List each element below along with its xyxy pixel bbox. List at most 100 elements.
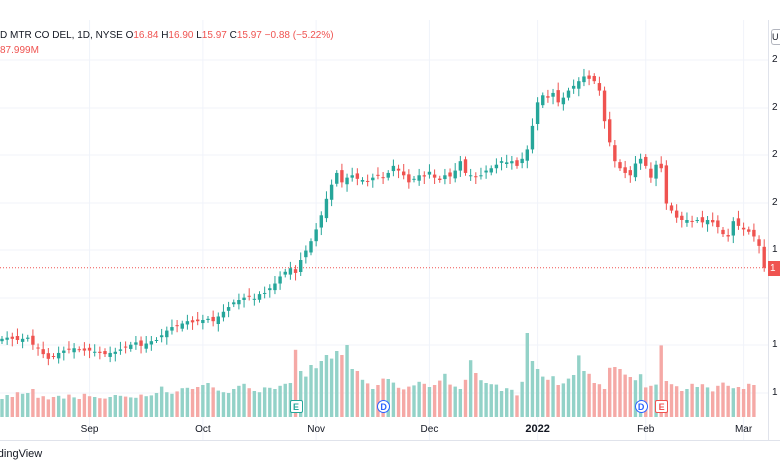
volume-bar xyxy=(350,369,354,417)
candle-body xyxy=(283,271,287,275)
volume-bar xyxy=(175,391,179,417)
candle-body xyxy=(221,311,226,318)
volume-bar xyxy=(690,383,694,417)
candle-body xyxy=(355,173,360,179)
volume-bar xyxy=(438,380,442,417)
volume-bar xyxy=(170,393,174,417)
volume-bar xyxy=(77,399,81,417)
volume-bar xyxy=(299,371,303,417)
time-axis-label: Oct xyxy=(195,424,211,435)
candle-body xyxy=(134,342,138,345)
volume-bar xyxy=(680,391,684,417)
candle-body xyxy=(432,174,437,178)
candle-body xyxy=(427,171,432,175)
candle-body xyxy=(247,295,251,297)
candle-body xyxy=(520,158,524,164)
volume-bar xyxy=(556,385,560,417)
candle-body xyxy=(293,269,298,273)
candle-body xyxy=(190,320,195,323)
volume-bar xyxy=(26,393,30,417)
volume-bar xyxy=(129,397,133,417)
candle-body xyxy=(5,337,9,340)
candle-body xyxy=(154,340,159,341)
candle-body xyxy=(474,176,478,178)
volume-bar xyxy=(371,389,375,417)
volume-bar xyxy=(329,358,334,417)
volume-bar xyxy=(304,376,308,417)
open-value: 16.84 xyxy=(133,30,159,41)
volume-bar xyxy=(278,385,282,417)
candle-body xyxy=(211,316,215,322)
candle-body xyxy=(345,177,349,185)
volume-bar xyxy=(108,397,112,417)
candle-body xyxy=(329,184,334,200)
volume-bar xyxy=(139,394,143,417)
volume-bar xyxy=(355,371,360,417)
volume-bar xyxy=(752,385,756,417)
volume-bar xyxy=(5,395,9,417)
volume-bar xyxy=(103,398,107,417)
volume-bar xyxy=(257,392,262,417)
volume-bar xyxy=(196,387,200,417)
candle-body xyxy=(41,349,45,355)
volume-bar xyxy=(608,367,612,417)
candle-body xyxy=(139,340,143,346)
volume-bar xyxy=(226,393,231,417)
volume-bar xyxy=(659,345,663,417)
volume-bar xyxy=(474,373,478,417)
volume-bar xyxy=(669,384,674,417)
candle-body xyxy=(20,338,25,342)
candle-body xyxy=(685,220,689,223)
candle-body xyxy=(232,302,236,305)
dividend-marker[interactable]: D xyxy=(634,400,648,413)
volume-bar xyxy=(180,388,184,417)
candle-body xyxy=(123,346,128,348)
candle-body xyxy=(499,161,504,163)
volume-bar xyxy=(463,379,468,417)
price-scale-label: 1 xyxy=(772,387,778,398)
candle-body xyxy=(577,81,581,89)
volume-bar xyxy=(98,398,102,417)
candlestick-chart[interactable] xyxy=(0,0,768,440)
scale-settings-button[interactable]: U xyxy=(771,29,780,45)
candle-body xyxy=(365,180,370,182)
candle-body xyxy=(273,283,277,291)
candle-body xyxy=(752,229,756,237)
volume-bar xyxy=(0,399,4,417)
candle-body xyxy=(324,198,329,219)
candle-body xyxy=(705,220,710,225)
volume-bar xyxy=(422,383,426,417)
candle-body xyxy=(257,294,262,300)
candle-body xyxy=(453,170,457,179)
candle-body xyxy=(51,356,56,357)
time-axis-label: Mar xyxy=(734,424,753,435)
dividend-marker[interactable]: D xyxy=(377,400,391,413)
volume-bar xyxy=(726,385,730,417)
candle-body xyxy=(489,168,493,173)
high-value: 16.90 xyxy=(168,30,194,41)
candle-body xyxy=(72,348,76,353)
candle-body xyxy=(731,221,735,236)
candle-body xyxy=(196,319,200,322)
candle-body xyxy=(144,343,148,349)
volume-bar xyxy=(417,381,421,417)
candle-body xyxy=(31,335,35,345)
candle-body xyxy=(108,352,112,357)
candle-body xyxy=(396,168,401,171)
candle-body xyxy=(350,175,354,178)
candle-body xyxy=(597,83,602,91)
earnings-marker[interactable]: E xyxy=(655,400,669,413)
candle-body xyxy=(711,220,715,223)
volume-bar xyxy=(283,383,287,417)
volume-bar xyxy=(716,385,720,417)
tradingview-brand[interactable]: radingView xyxy=(0,448,43,460)
candle-body xyxy=(741,227,746,230)
volume-bar xyxy=(731,388,735,417)
volume-bar xyxy=(216,390,220,417)
earnings-marker[interactable]: E xyxy=(289,400,303,413)
volume-bar xyxy=(20,393,25,417)
volume-bar xyxy=(252,391,257,417)
volume-bar xyxy=(335,351,339,417)
price-scale[interactable] xyxy=(768,20,780,440)
candle-body xyxy=(56,352,61,359)
